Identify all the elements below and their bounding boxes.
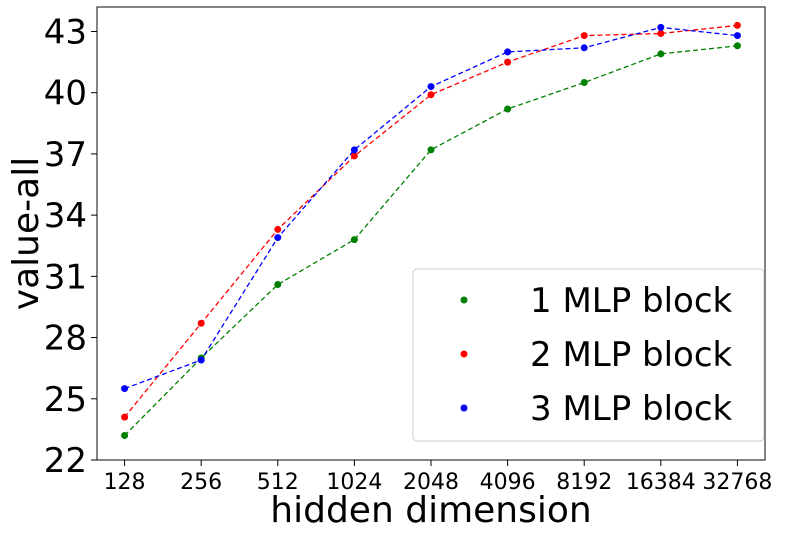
x-tick-label: 2048 [403,470,459,495]
data-point [427,146,435,154]
legend-marker [460,404,468,412]
x-axis: 128 256 512 1024 2048 4096 8192 16384 32768 [104,460,772,495]
data-point [504,48,512,56]
data-point [657,50,665,58]
legend-label: 2 MLP block [530,335,733,375]
data-point [197,356,205,364]
y-axis: 22 25 28 31 34 37 40 43 [44,12,97,481]
legend: 1 MLP block 2 MLP block 3 MLP block [412,268,765,442]
x-tick-label: 256 [180,470,222,495]
series-line [124,24,738,418]
data-point [657,30,665,38]
x-tick-label: 4096 [480,470,536,495]
data-point [350,146,358,154]
data-point [733,21,741,29]
x-tick-label: 8192 [556,470,612,495]
x-tick-label: 16384 [626,470,696,495]
x-axis-label: hidden dimension [270,490,591,531]
x-tick-label: 32768 [702,470,772,495]
data-point [274,234,282,242]
data-point [121,432,129,440]
series-1 [121,42,741,440]
y-tick-label: 25 [44,380,87,420]
x-tick-label: 512 [257,470,299,495]
x-tick-label: 128 [104,470,146,495]
data-point [733,42,741,50]
data-point [504,105,512,113]
data-point [121,413,129,421]
data-point [350,152,358,160]
y-tick-label: 40 [44,74,87,114]
legend-label: 1 MLP block [530,281,733,321]
data-point [274,281,282,289]
y-tick-label: 37 [44,135,87,175]
legend-label: 3 MLP block [530,389,733,429]
data-point [427,91,435,99]
legend-box [412,268,765,442]
data-point [580,79,588,86]
y-tick-label: 31 [44,257,87,297]
data-point [733,32,741,40]
data-point [427,83,435,91]
series-3 [121,23,741,393]
legend-marker [460,296,468,304]
plot-lines [121,21,741,440]
data-point [580,32,588,40]
data-point [657,23,665,31]
y-axis-label: value-all [6,157,47,310]
data-point [350,236,358,244]
data-point [121,385,129,393]
y-tick-label: 22 [44,441,87,481]
y-tick-label: 43 [44,12,87,52]
series-line [124,45,738,436]
y-tick-label: 34 [44,196,87,236]
x-tick-label: 1024 [326,470,382,495]
data-point [274,225,282,233]
series-2 [121,21,741,421]
y-tick-label: 28 [44,319,87,359]
data-point [197,319,205,327]
legend-marker [460,350,468,358]
data-point [504,58,512,66]
data-point [580,44,588,52]
